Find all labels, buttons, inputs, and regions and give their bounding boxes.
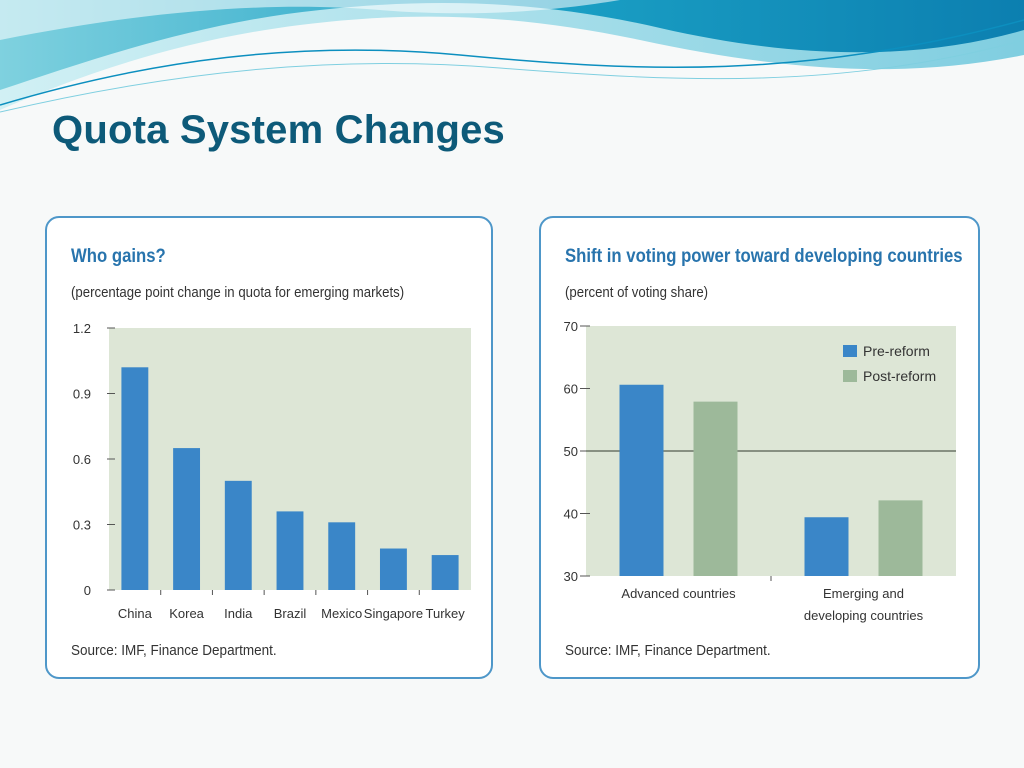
bar-china	[121, 367, 149, 590]
legend-swatch-post-reform	[843, 370, 857, 382]
legend-label: Pre-reform	[863, 343, 930, 359]
bar-brazil	[276, 511, 304, 590]
bar-pre-reform-emerging	[804, 517, 849, 576]
bar-chart-voting-power: 30 40 50 60 70 Advanced countries Emerging and…	[564, 319, 956, 623]
x-category-label: Korea	[169, 606, 204, 621]
y-tick-label: 0	[84, 583, 91, 598]
slide-title: Quota System Changes	[52, 108, 506, 152]
x-category-label: developing countries	[804, 608, 924, 623]
legend-label: Post-reform	[863, 368, 936, 384]
y-tick-label: 0.9	[73, 387, 91, 402]
x-category-label: Mexico	[321, 606, 362, 621]
y-tick-label: 1.2	[73, 321, 91, 336]
chart-panel-voting-power: Shift in voting power toward developing …	[539, 216, 980, 679]
y-tick-label: 50	[564, 444, 578, 459]
chart-title: Shift in voting power toward developing …	[565, 246, 963, 267]
x-category-label: Emerging and	[823, 586, 904, 601]
chart-subtitle: (percentage point change in quota for em…	[71, 284, 405, 301]
bar-singapore	[379, 548, 407, 590]
bar-pre-reform-advanced	[619, 384, 664, 576]
header-wave-decoration	[0, 0, 1024, 113]
x-category-label: Advanced countries	[621, 586, 736, 601]
chart-panel-who-gains: Who gains? (percentage point change in q…	[45, 216, 493, 679]
y-tick-label: 0.3	[73, 518, 91, 533]
y-tick-label: 40	[564, 507, 578, 522]
chart-subtitle: (percent of voting share)	[565, 284, 709, 301]
x-category-label: Turkey	[426, 606, 466, 621]
x-category-label: India	[224, 606, 253, 621]
y-tick-label: 0.6	[73, 452, 91, 467]
bar-turkey	[431, 555, 459, 590]
chart-source: Source: IMF, Finance Department.	[565, 642, 771, 659]
bar-india	[224, 480, 252, 590]
y-tick-label: 70	[564, 319, 578, 334]
legend-swatch-pre-reform	[843, 345, 857, 357]
x-category-label: China	[118, 606, 153, 621]
chart-source: Source: IMF, Finance Department.	[71, 642, 277, 659]
bar-chart-who-gains: 0 0.3 0.6 0.9 1.2 China Korea India Brazil Mexico…	[73, 321, 471, 621]
x-category-label: Singapore	[364, 606, 423, 621]
x-category-label: Brazil	[274, 606, 307, 621]
bar-post-reform-advanced	[693, 401, 738, 576]
bar-korea	[173, 448, 201, 590]
bar-post-reform-emerging	[878, 500, 923, 576]
y-tick-label: 30	[564, 569, 578, 584]
chart-title: Who gains?	[71, 246, 166, 267]
y-tick-label: 60	[564, 382, 578, 397]
bar-mexico	[328, 522, 356, 590]
